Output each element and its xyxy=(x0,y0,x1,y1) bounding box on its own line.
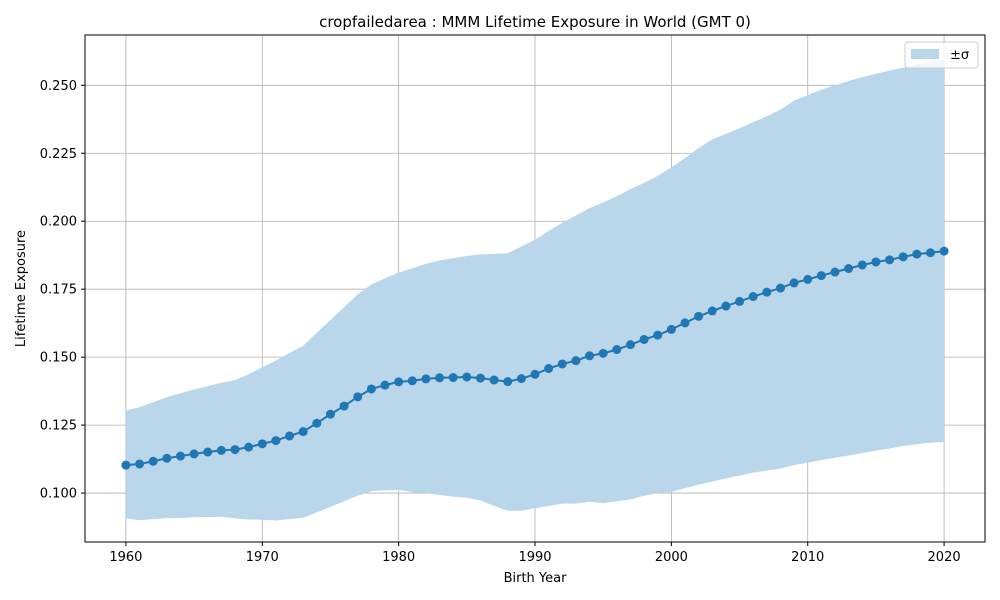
data-point xyxy=(748,292,758,302)
data-point xyxy=(462,372,472,382)
data-point xyxy=(366,384,376,394)
data-point xyxy=(203,447,213,457)
data-point xyxy=(121,460,131,470)
legend-label-sigma: ±σ xyxy=(950,48,969,63)
data-point xyxy=(885,255,895,265)
data-point xyxy=(680,318,690,328)
x-tick-label: 1970 xyxy=(246,550,279,565)
data-point xyxy=(598,348,608,358)
chart-title: cropfailedarea : MMM Lifetime Exposure i… xyxy=(319,13,751,31)
data-point xyxy=(653,330,663,340)
data-point xyxy=(448,373,458,383)
data-point xyxy=(775,283,785,293)
x-tick-label: 2000 xyxy=(655,550,688,565)
data-point xyxy=(925,248,935,258)
data-point xyxy=(421,374,431,384)
y-axis-label: Lifetime Exposure xyxy=(14,230,29,347)
x-tick-label: 1990 xyxy=(518,550,551,565)
data-point xyxy=(544,364,554,374)
legend-box xyxy=(904,41,979,69)
y-tick-label: 0.150 xyxy=(40,351,77,366)
data-point xyxy=(339,401,349,411)
data-point xyxy=(816,271,826,281)
data-point xyxy=(435,373,445,383)
data-point xyxy=(898,252,908,262)
data-point xyxy=(325,409,335,419)
data-point xyxy=(871,257,881,267)
y-tick-label: 0.200 xyxy=(40,215,77,230)
data-point xyxy=(639,334,649,344)
y-tick-label: 0.225 xyxy=(40,147,77,162)
data-point xyxy=(939,246,949,256)
x-tick-label: 1980 xyxy=(382,550,415,565)
data-point xyxy=(148,456,158,466)
data-point xyxy=(844,264,854,274)
legend: ±σ xyxy=(904,41,979,69)
data-point xyxy=(721,301,731,311)
data-point xyxy=(175,451,185,461)
data-point xyxy=(707,306,717,316)
data-point xyxy=(803,274,813,284)
data-point xyxy=(585,351,595,361)
data-point xyxy=(312,418,322,428)
x-tick-label: 2020 xyxy=(928,550,961,565)
data-point xyxy=(285,431,295,441)
data-point xyxy=(298,427,308,437)
y-tick-label: 0.250 xyxy=(40,79,77,94)
data-points-layer xyxy=(121,246,949,470)
data-point xyxy=(380,380,390,390)
data-point xyxy=(530,369,540,379)
data-point xyxy=(244,442,254,452)
data-point xyxy=(257,439,267,449)
y-axis-ticks: 0.100 0.125 0.150 0.175 0.200 0.225 0.250 xyxy=(40,79,85,502)
sigma-band xyxy=(125,58,945,521)
data-point xyxy=(216,445,226,455)
legend-swatch-sigma xyxy=(911,49,939,59)
data-point xyxy=(557,359,567,369)
y-tick-label: 0.175 xyxy=(40,283,77,298)
data-point xyxy=(135,459,145,469)
data-point xyxy=(271,436,281,446)
data-point xyxy=(789,278,799,288)
data-point xyxy=(625,340,635,350)
data-point xyxy=(912,249,922,259)
data-point xyxy=(353,392,363,402)
x-axis-ticks: 1960 1970 1980 1990 2000 2010 2020 xyxy=(109,542,961,565)
y-tick-label: 0.125 xyxy=(40,419,77,434)
data-point xyxy=(230,445,240,455)
data-point xyxy=(162,453,172,463)
data-point xyxy=(857,260,867,270)
data-point xyxy=(489,375,499,385)
data-point xyxy=(407,376,417,386)
x-tick-label: 1960 xyxy=(109,550,142,565)
data-point xyxy=(830,267,840,277)
x-axis-label: Birth Year xyxy=(504,571,568,586)
data-point xyxy=(394,377,404,387)
data-point xyxy=(475,373,485,383)
x-tick-label: 2010 xyxy=(791,550,824,565)
data-point xyxy=(612,345,622,355)
data-point xyxy=(666,324,676,334)
data-point xyxy=(762,287,772,297)
data-point xyxy=(516,374,526,384)
data-point xyxy=(503,377,513,387)
data-point xyxy=(694,311,704,321)
data-point xyxy=(571,356,581,366)
data-point xyxy=(189,449,199,459)
y-tick-label: 0.100 xyxy=(40,487,77,502)
sigma-band-layer xyxy=(125,58,945,521)
data-point xyxy=(735,296,745,306)
